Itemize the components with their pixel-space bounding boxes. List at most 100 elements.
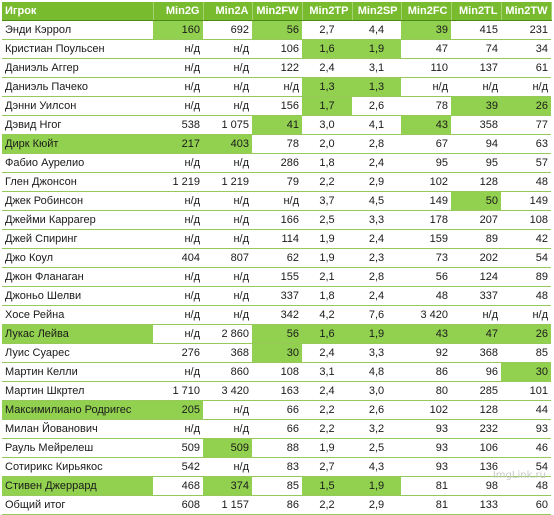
- stat-cell[interactable]: 358: [451, 115, 501, 135]
- stat-cell[interactable]: 2,9: [352, 172, 401, 192]
- stat-cell[interactable]: 81: [401, 495, 451, 515]
- stat-cell[interactable]: 48: [501, 172, 551, 192]
- stat-cell[interactable]: 2,4: [302, 58, 352, 78]
- stat-cell[interactable]: 163: [252, 381, 302, 401]
- stat-cell[interactable]: 124: [451, 267, 501, 287]
- stat-cell[interactable]: 1 219: [153, 172, 203, 192]
- stat-cell[interactable]: 374: [203, 476, 252, 496]
- stat-cell[interactable]: 285: [451, 381, 501, 401]
- stat-cell[interactable]: н/д: [203, 457, 252, 477]
- stat-cell[interactable]: 2,2: [302, 172, 352, 192]
- stat-cell[interactable]: 56: [401, 267, 451, 287]
- stat-cell[interactable]: 1 710: [153, 381, 203, 401]
- player-name-cell[interactable]: Мартин Келли: [2, 362, 153, 382]
- stat-cell[interactable]: 34: [501, 39, 551, 59]
- column-header[interactable]: Min2FC: [401, 2, 452, 21]
- stat-cell[interactable]: н/д: [203, 39, 252, 59]
- stat-cell[interactable]: 2,3: [352, 248, 401, 268]
- stat-cell[interactable]: 93: [501, 419, 551, 439]
- stat-cell[interactable]: 66: [252, 419, 302, 439]
- stat-cell[interactable]: 2,5: [352, 438, 401, 458]
- column-header[interactable]: Min2TP: [302, 2, 353, 21]
- stat-cell[interactable]: 1 219: [203, 172, 252, 192]
- stat-cell[interactable]: 608: [153, 495, 203, 515]
- player-name-cell[interactable]: Луис Суарес: [2, 343, 153, 363]
- stat-cell[interactable]: н/д: [203, 305, 252, 325]
- player-name-cell[interactable]: Джоньо Шелви: [2, 286, 153, 306]
- stat-cell[interactable]: 4,2: [302, 305, 352, 325]
- stat-cell[interactable]: 231: [501, 20, 551, 40]
- stat-cell[interactable]: 61: [501, 58, 551, 78]
- stat-cell[interactable]: 48: [501, 286, 551, 306]
- stat-cell[interactable]: 93: [401, 457, 451, 477]
- column-header[interactable]: Min2A: [203, 2, 253, 21]
- column-header[interactable]: Min2SP: [352, 2, 402, 21]
- player-name-cell[interactable]: Рауль Мейрелеш: [2, 438, 153, 458]
- stat-cell[interactable]: 122: [252, 58, 302, 78]
- stat-cell[interactable]: 166: [252, 210, 302, 230]
- stat-cell[interactable]: 30: [501, 362, 551, 382]
- stat-cell[interactable]: 43: [401, 115, 451, 135]
- stat-cell[interactable]: н/д: [153, 58, 203, 78]
- stat-cell[interactable]: н/д: [203, 153, 252, 173]
- player-name-cell[interactable]: Сотирикс Кирьякос: [2, 457, 153, 477]
- stat-cell[interactable]: 67: [401, 134, 451, 154]
- stat-cell[interactable]: 3,3: [352, 343, 401, 363]
- stat-cell[interactable]: 3,1: [352, 58, 401, 78]
- stat-cell[interactable]: 1 075: [203, 115, 252, 135]
- stat-cell[interactable]: 149: [501, 191, 551, 211]
- stat-cell[interactable]: 2,5: [302, 210, 352, 230]
- stat-cell[interactable]: 3,2: [352, 419, 401, 439]
- stat-cell[interactable]: 133: [451, 495, 501, 515]
- player-name-cell[interactable]: Фабио Аурелио: [2, 153, 153, 173]
- stat-cell[interactable]: н/д: [153, 77, 203, 97]
- stat-cell[interactable]: 96: [451, 362, 501, 382]
- stat-cell[interactable]: 149: [401, 191, 451, 211]
- stat-cell[interactable]: н/д: [501, 77, 551, 97]
- stat-cell[interactable]: 89: [451, 229, 501, 249]
- stat-cell[interactable]: 1 157: [203, 495, 252, 515]
- stat-cell[interactable]: 1,9: [352, 476, 401, 496]
- stat-cell[interactable]: 128: [451, 400, 501, 420]
- stat-cell[interactable]: 1,8: [302, 153, 352, 173]
- player-name-cell[interactable]: Джей Спиринг: [2, 229, 153, 249]
- stat-cell[interactable]: 3,1: [302, 362, 352, 382]
- stat-cell[interactable]: 3 420: [401, 305, 451, 325]
- stat-cell[interactable]: 56: [252, 20, 302, 40]
- stat-cell[interactable]: 88: [252, 438, 302, 458]
- stat-cell[interactable]: 46: [501, 438, 551, 458]
- stat-cell[interactable]: 78: [401, 96, 451, 116]
- stat-cell[interactable]: 60: [501, 495, 551, 515]
- stat-cell[interactable]: 39: [451, 96, 501, 116]
- stat-cell[interactable]: 860: [203, 362, 252, 382]
- stat-cell[interactable]: 337: [252, 286, 302, 306]
- player-name-cell[interactable]: Милан Йованович: [2, 419, 153, 439]
- stat-cell[interactable]: 509: [203, 438, 252, 458]
- stat-cell[interactable]: 106: [451, 438, 501, 458]
- stat-cell[interactable]: 1,9: [302, 229, 352, 249]
- stat-cell[interactable]: 80: [401, 381, 451, 401]
- stat-cell[interactable]: 81: [401, 476, 451, 496]
- stat-cell[interactable]: н/д: [153, 419, 203, 439]
- player-name-cell[interactable]: Стивен Джеррард: [2, 476, 153, 496]
- stat-cell[interactable]: 159: [401, 229, 451, 249]
- player-name-cell[interactable]: Даниэль Аггер: [2, 58, 153, 78]
- stat-cell[interactable]: 217: [153, 134, 203, 154]
- stat-cell[interactable]: н/д: [153, 286, 203, 306]
- stat-cell[interactable]: 78: [252, 134, 302, 154]
- stat-cell[interactable]: 73: [401, 248, 451, 268]
- stat-cell[interactable]: н/д: [203, 191, 252, 211]
- stat-cell[interactable]: н/д: [153, 305, 203, 325]
- stat-cell[interactable]: 807: [203, 248, 252, 268]
- stat-cell[interactable]: н/д: [203, 96, 252, 116]
- stat-cell[interactable]: 205: [153, 400, 203, 420]
- stat-cell[interactable]: 136: [451, 457, 501, 477]
- player-name-cell[interactable]: Хосе Рейна: [2, 305, 153, 325]
- stat-cell[interactable]: н/д: [203, 58, 252, 78]
- column-header[interactable]: Игрок: [2, 2, 154, 21]
- stat-cell[interactable]: н/д: [203, 419, 252, 439]
- player-name-cell[interactable]: Дэвид Нгог: [2, 115, 153, 135]
- stat-cell[interactable]: 94: [451, 134, 501, 154]
- stat-cell[interactable]: 2,2: [302, 400, 352, 420]
- player-name-cell[interactable]: Джо Коул: [2, 248, 153, 268]
